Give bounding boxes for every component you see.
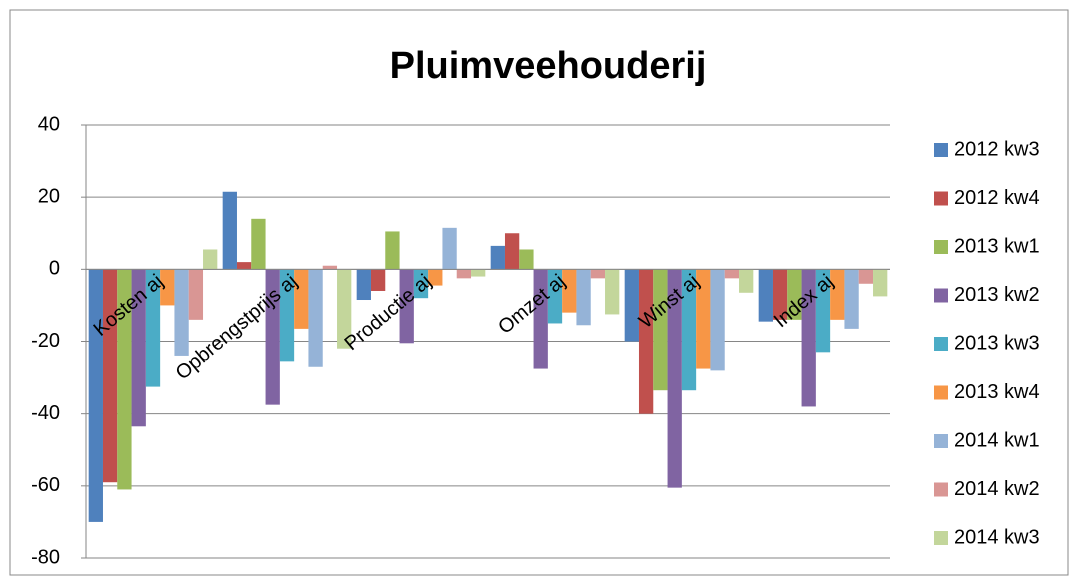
- bar: [174, 269, 189, 356]
- bar: [696, 269, 711, 369]
- bar: [858, 269, 874, 284]
- legend-label: 2013 kw1: [954, 235, 1040, 257]
- y-tick-label: -40: [31, 402, 60, 424]
- bar: [772, 269, 788, 320]
- bar: [399, 269, 414, 344]
- legend-swatch: [934, 288, 948, 303]
- y-tick-label: 0: [49, 258, 60, 280]
- legend-swatch: [934, 434, 948, 448]
- legend-label: 2014 kw3: [954, 526, 1040, 548]
- bar: [873, 269, 888, 297]
- legend-label: 2012 kw3: [954, 138, 1040, 160]
- y-tick-label: 40: [38, 113, 60, 135]
- y-tick-label: -60: [31, 474, 60, 496]
- bar: [830, 269, 845, 320]
- bar: [160, 269, 175, 306]
- bar: [294, 269, 309, 329]
- bar: [504, 233, 520, 270]
- bar: [88, 269, 103, 522]
- legend-label: 2013 kw2: [954, 284, 1040, 306]
- bar: [385, 231, 400, 270]
- bar: [638, 269, 654, 414]
- bar: [370, 269, 386, 291]
- bar: [681, 269, 697, 391]
- bar: [519, 249, 534, 270]
- bar: [739, 269, 754, 293]
- y-tick-label: 20: [38, 185, 60, 207]
- y-tick-label: -20: [31, 330, 60, 352]
- legend-label: 2014 kw2: [954, 478, 1040, 500]
- bar: [145, 269, 161, 387]
- legend-swatch: [934, 337, 948, 351]
- bar: [236, 262, 252, 270]
- legend-swatch: [934, 240, 948, 254]
- bar: [490, 245, 505, 270]
- bar: [844, 269, 859, 329]
- legend-swatch: [934, 385, 948, 400]
- bar: [222, 191, 237, 270]
- bar: [758, 269, 773, 322]
- bar: [667, 269, 682, 488]
- bar: [356, 269, 371, 301]
- legend-label: 2013 kw3: [954, 332, 1040, 354]
- legend-label: 2014 kw1: [954, 429, 1040, 451]
- bar: [801, 269, 816, 407]
- bar: [562, 269, 577, 313]
- bar: [576, 269, 591, 326]
- bar: [787, 269, 802, 320]
- legend-swatch: [934, 531, 948, 545]
- legend-swatch: [934, 191, 948, 206]
- legend-label: 2013 kw4: [954, 381, 1040, 403]
- bar: [203, 249, 218, 270]
- bar: [188, 269, 204, 320]
- bar: [428, 269, 443, 286]
- bar: [653, 269, 668, 391]
- bar: [724, 269, 740, 279]
- bar: [308, 269, 323, 367]
- bar: [413, 269, 429, 299]
- bar: [624, 269, 639, 342]
- bar: [131, 269, 146, 427]
- bar: [710, 269, 725, 371]
- bar: [337, 269, 352, 349]
- bar: [815, 269, 831, 353]
- bar: [533, 269, 548, 369]
- bar: [605, 269, 620, 315]
- bar: [456, 269, 472, 279]
- legend-swatch: [934, 482, 948, 497]
- bar: [251, 218, 266, 270]
- y-tick-label: -80: [31, 546, 60, 568]
- chart-title: Pluimveehouderij: [390, 45, 707, 87]
- bar: [102, 269, 118, 483]
- legend-label: 2012 kw4: [954, 187, 1040, 209]
- bar: [547, 269, 563, 324]
- bar: [279, 269, 295, 362]
- bar: [117, 269, 132, 490]
- legend-swatch: [934, 143, 948, 157]
- bar: [442, 227, 457, 270]
- bar: [590, 269, 606, 279]
- bar: [265, 269, 280, 405]
- bar: [322, 265, 338, 270]
- bar: [471, 269, 486, 277]
